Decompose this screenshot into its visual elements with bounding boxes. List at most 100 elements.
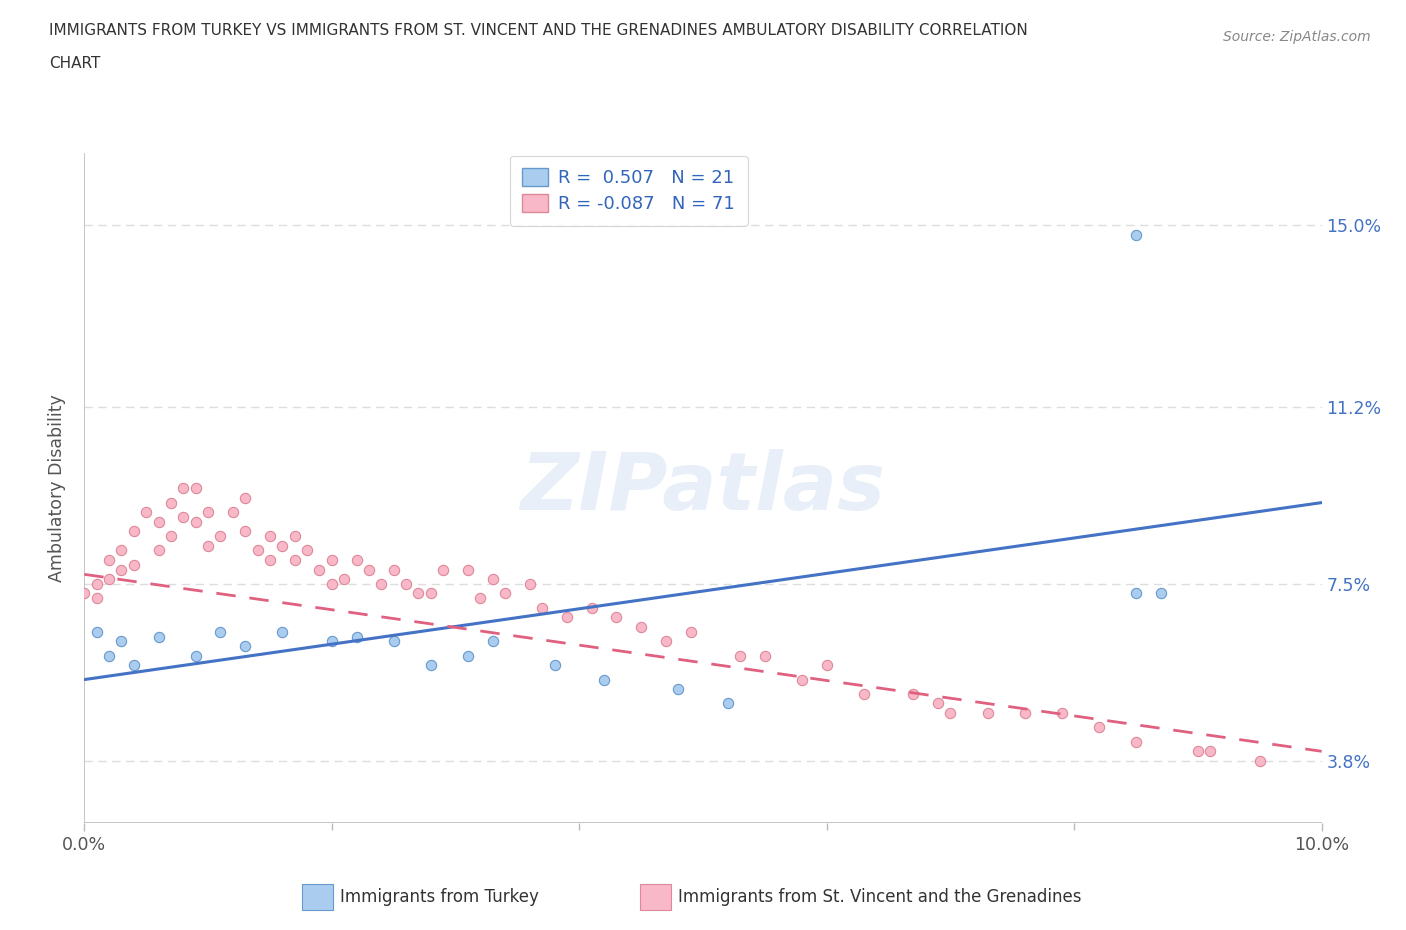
Text: IMMIGRANTS FROM TURKEY VS IMMIGRANTS FROM ST. VINCENT AND THE GRENADINES AMBULAT: IMMIGRANTS FROM TURKEY VS IMMIGRANTS FRO… <box>49 23 1028 38</box>
Point <box>122 524 145 538</box>
Point <box>86 591 108 605</box>
Point <box>308 562 330 577</box>
Point <box>233 490 256 505</box>
Point <box>519 577 541 591</box>
Y-axis label: Ambulatory Disability: Ambulatory Disability <box>48 394 66 582</box>
Point <box>184 514 207 529</box>
Point <box>728 648 751 663</box>
Point <box>543 658 565 672</box>
Point <box>233 524 256 538</box>
Point <box>86 624 108 639</box>
Point <box>457 562 479 577</box>
Point <box>172 481 194 496</box>
Point <box>357 562 380 577</box>
Point <box>110 562 132 577</box>
Point <box>122 557 145 572</box>
Point <box>346 629 368 644</box>
Point <box>160 528 183 543</box>
Point <box>976 706 998 721</box>
Point <box>1088 720 1111 735</box>
Point <box>135 505 157 520</box>
Point <box>630 619 652 634</box>
Point <box>284 552 307 567</box>
Point <box>86 577 108 591</box>
Point <box>148 543 170 558</box>
Point <box>284 528 307 543</box>
Point <box>98 648 121 663</box>
Point <box>903 686 925 701</box>
Point <box>98 552 121 567</box>
Point <box>110 543 132 558</box>
Point <box>1050 706 1073 721</box>
Legend: R =  0.507   N = 21, R = -0.087   N = 71: R = 0.507 N = 21, R = -0.087 N = 71 <box>510 156 748 226</box>
Point <box>1187 744 1209 759</box>
Text: CHART: CHART <box>49 56 101 71</box>
Point <box>481 634 503 649</box>
Point <box>494 586 516 601</box>
Point <box>419 586 441 601</box>
Point <box>481 572 503 587</box>
Point <box>259 552 281 567</box>
Point <box>531 601 554 616</box>
Text: Source: ZipAtlas.com: Source: ZipAtlas.com <box>1223 30 1371 44</box>
Point <box>815 658 838 672</box>
Point <box>432 562 454 577</box>
Point <box>295 543 318 558</box>
Point <box>1249 753 1271 768</box>
Point <box>209 624 232 639</box>
Point <box>754 648 776 663</box>
Point <box>1014 706 1036 721</box>
Point <box>939 706 962 721</box>
Point <box>321 634 343 649</box>
Point <box>666 682 689 697</box>
Point <box>555 610 578 625</box>
Point <box>184 648 207 663</box>
Text: Immigrants from Turkey: Immigrants from Turkey <box>340 887 538 906</box>
Point <box>1125 586 1147 601</box>
Point <box>655 634 678 649</box>
Point <box>73 586 96 601</box>
Point <box>382 634 405 649</box>
Point <box>346 552 368 567</box>
Point <box>927 696 949 711</box>
Point <box>98 572 121 587</box>
Point <box>605 610 627 625</box>
Point <box>160 495 183 510</box>
Point <box>148 629 170 644</box>
Point <box>122 658 145 672</box>
Text: Immigrants from St. Vincent and the Grenadines: Immigrants from St. Vincent and the Gren… <box>678 887 1081 906</box>
Point <box>470 591 492 605</box>
Point <box>395 577 418 591</box>
Point <box>321 552 343 567</box>
Point <box>790 672 813 687</box>
Point <box>271 538 294 553</box>
Point <box>259 528 281 543</box>
Point <box>184 481 207 496</box>
Point <box>457 648 479 663</box>
Point <box>321 577 343 591</box>
Point <box>209 528 232 543</box>
Point <box>148 514 170 529</box>
Point <box>593 672 616 687</box>
Point <box>271 624 294 639</box>
Point <box>852 686 875 701</box>
Point <box>370 577 392 591</box>
Point <box>1150 586 1173 601</box>
Point <box>222 505 245 520</box>
Point <box>246 543 269 558</box>
Point <box>1199 744 1222 759</box>
Point <box>1125 227 1147 242</box>
Point <box>419 658 441 672</box>
Point <box>333 572 356 587</box>
Point <box>382 562 405 577</box>
Point <box>110 634 132 649</box>
Point <box>197 505 219 520</box>
Point <box>679 624 702 639</box>
Point <box>717 696 740 711</box>
Point <box>197 538 219 553</box>
Point <box>1125 735 1147 750</box>
Point <box>233 639 256 654</box>
Point <box>408 586 430 601</box>
Text: ZIPatlas: ZIPatlas <box>520 449 886 527</box>
Point <box>172 510 194 525</box>
